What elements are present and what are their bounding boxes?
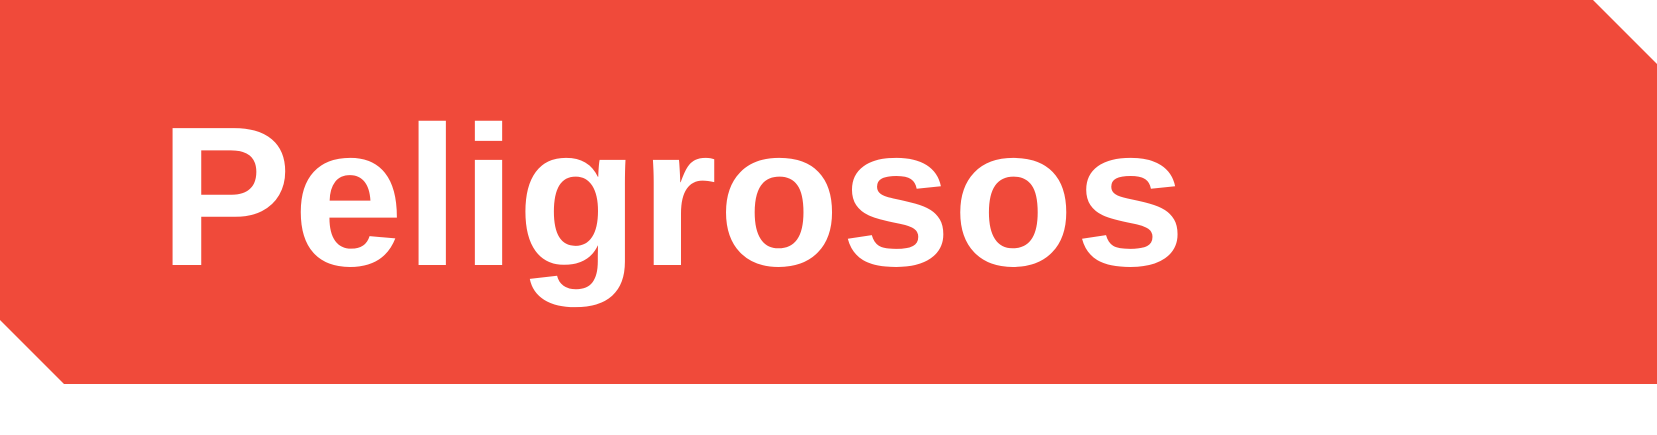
banner-title: Peligrosos xyxy=(159,85,1187,308)
banner-background xyxy=(0,0,1657,384)
